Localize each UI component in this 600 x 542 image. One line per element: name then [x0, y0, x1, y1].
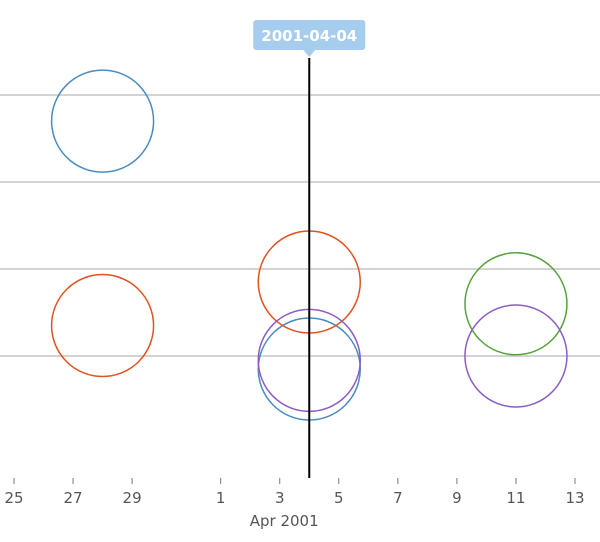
crosshair-badge-pointer — [303, 50, 316, 57]
x-tick-label: 27 — [64, 489, 83, 507]
bubble[interactable] — [464, 252, 568, 356]
crosshair-date-badge — [253, 20, 366, 50]
x-tick-label: 1 — [216, 489, 226, 507]
x-axis: Apr 2001 25 27 29 1 3 5 7 9 11 13 — [4, 478, 585, 530]
x-tick-label: 9 — [452, 489, 462, 507]
x-tick-label: 29 — [123, 489, 142, 507]
gridlines — [0, 94, 600, 357]
x-tick-label: 13 — [565, 489, 584, 507]
x-tick-label: 3 — [275, 489, 285, 507]
x-axis-month-label: Apr 2001 — [250, 512, 319, 530]
bubble[interactable] — [464, 304, 568, 408]
crosshair-date-label: 2001-04-04 — [261, 27, 357, 45]
x-tick-label: 11 — [506, 489, 525, 507]
x-tick-label: 25 — [4, 489, 23, 507]
bubble[interactable] — [50, 273, 155, 378]
crosshair: 2001-04-04 — [253, 20, 366, 478]
bubble[interactable] — [50, 69, 155, 173]
x-tick-label: 5 — [334, 489, 344, 507]
x-tick-label: 7 — [393, 489, 403, 507]
bubbles — [50, 69, 568, 421]
